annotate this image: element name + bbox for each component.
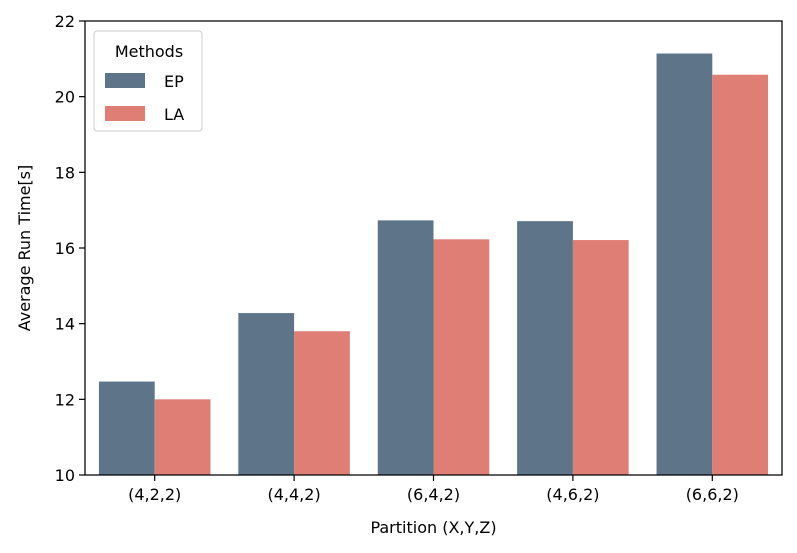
legend-label-la: LA	[164, 105, 184, 124]
legend-swatch-la	[105, 106, 145, 121]
y-axis-label: Average Run Time[s]	[15, 165, 34, 332]
y-tick-label: 12	[55, 390, 75, 409]
x-tick-label: (6,6,2)	[686, 485, 739, 504]
y-tick-label: 22	[55, 12, 75, 31]
x-axis-label: Partition (X,Y,Z)	[370, 518, 496, 537]
legend-label-ep: EP	[164, 72, 184, 91]
y-tick-label: 14	[55, 315, 75, 334]
x-tick-label: (4,4,2)	[267, 485, 320, 504]
legend-title: Methods	[115, 42, 183, 61]
y-tick-label: 18	[55, 163, 75, 182]
x-tick-label: (4,6,2)	[546, 485, 599, 504]
y-tick-label: 10	[55, 466, 75, 485]
bar-la-2	[433, 239, 490, 475]
bar-ep-3	[517, 221, 573, 475]
bar-la-0	[154, 399, 211, 475]
y-tick-label: 16	[55, 239, 75, 258]
x-tick-label: (4,2,2)	[128, 485, 181, 504]
y-tick-label: 20	[55, 88, 75, 107]
legend-swatch-ep	[105, 73, 145, 88]
y-axis: 10 12 14 16 18 20 22	[55, 12, 85, 485]
legend: Methods EP LA	[93, 30, 203, 132]
bar-ep-0	[98, 381, 155, 475]
bar-la-1	[294, 331, 350, 475]
x-tick-label: (6,4,2)	[407, 485, 460, 504]
plot-frame	[84, 20, 783, 476]
bar-la-3	[572, 240, 629, 475]
bar-la-4	[712, 74, 769, 476]
bar-ep-1	[238, 313, 295, 475]
bar-ep-4	[656, 53, 713, 475]
x-axis: (4,2,2) (4,4,2) (6,4,2) (4,6,2) (6,6,2)	[128, 475, 739, 504]
bar-ep-2	[377, 220, 434, 475]
bars-layer	[98, 53, 769, 476]
